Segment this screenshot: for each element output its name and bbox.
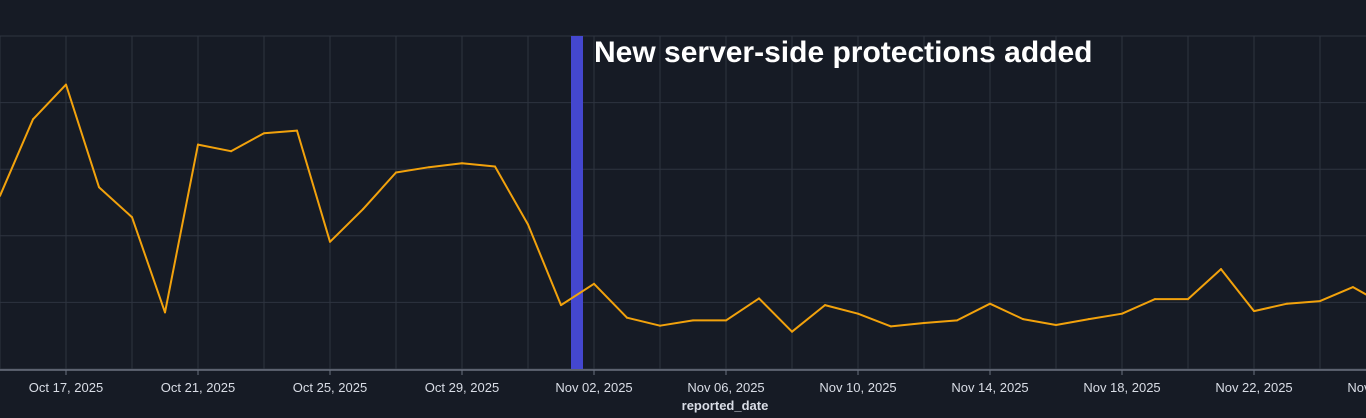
data-point [362,208,364,211]
data-point [0,194,1,197]
data-point [1286,302,1288,305]
data-point [1154,298,1156,301]
data-point [494,165,496,168]
data-point [329,240,331,243]
data-point [725,319,727,322]
data-point [857,312,859,315]
x-tick-label: Nov 06, 2025 [687,380,764,395]
x-tick-label: Nov 02, 2025 [555,380,632,395]
data-point [527,223,529,226]
data-point [131,216,133,219]
data-point [659,324,661,327]
data-point [1022,318,1024,321]
data-point [1187,298,1189,301]
x-tick-label: Nov 22, 2025 [1215,380,1292,395]
data-point [692,319,694,322]
data-point [989,302,991,305]
data-point [1319,300,1321,303]
data-point [824,304,826,307]
x-tick-label: Oct 17, 2025 [29,380,103,395]
data-point [65,83,67,86]
data-point [626,316,628,319]
data-point [263,132,265,135]
data-point [98,186,100,189]
series-layer [0,83,1366,333]
series-line [0,83,1366,333]
grid [0,35,1366,370]
x-tick-label: Nov 14, 2025 [951,380,1028,395]
data-point [164,311,166,314]
x-tick-label: Oct 21, 2025 [161,380,235,395]
data-point [395,171,397,174]
x-tick-label: Nov 10, 2025 [819,380,896,395]
data-point [1055,324,1057,327]
data-point [197,143,199,146]
data-point [230,150,232,153]
data-point [296,129,298,132]
data-point [1121,312,1123,315]
data-point [32,118,34,121]
x-tick-label: Oct 29, 2025 [425,380,499,395]
x-tick-label: Nov 18, 2025 [1083,380,1160,395]
data-point [1088,318,1090,321]
x-axis: Oct 17, 2025 Oct 21, 2025 Oct 25, 2025 Oct … [0,369,1366,395]
data-point [461,162,463,165]
x-tick-label: Nov 26, 2025 [1347,380,1366,395]
data-point [890,325,892,328]
annotation: New server-side protections added [571,36,1093,369]
annotation-marker [571,36,583,369]
annotation-label: New server-side protections added [594,36,1093,69]
data-point [956,319,958,322]
data-point [1352,286,1354,289]
data-point [791,330,793,333]
data-point [428,166,430,169]
data-point [923,322,925,325]
data-point [758,297,760,300]
data-point [593,282,595,285]
data-point [1220,268,1222,271]
x-axis-title: reported_date [682,398,769,413]
data-point [1253,310,1255,313]
x-tick-label: Oct 25, 2025 [293,380,367,395]
data-point [560,304,562,307]
